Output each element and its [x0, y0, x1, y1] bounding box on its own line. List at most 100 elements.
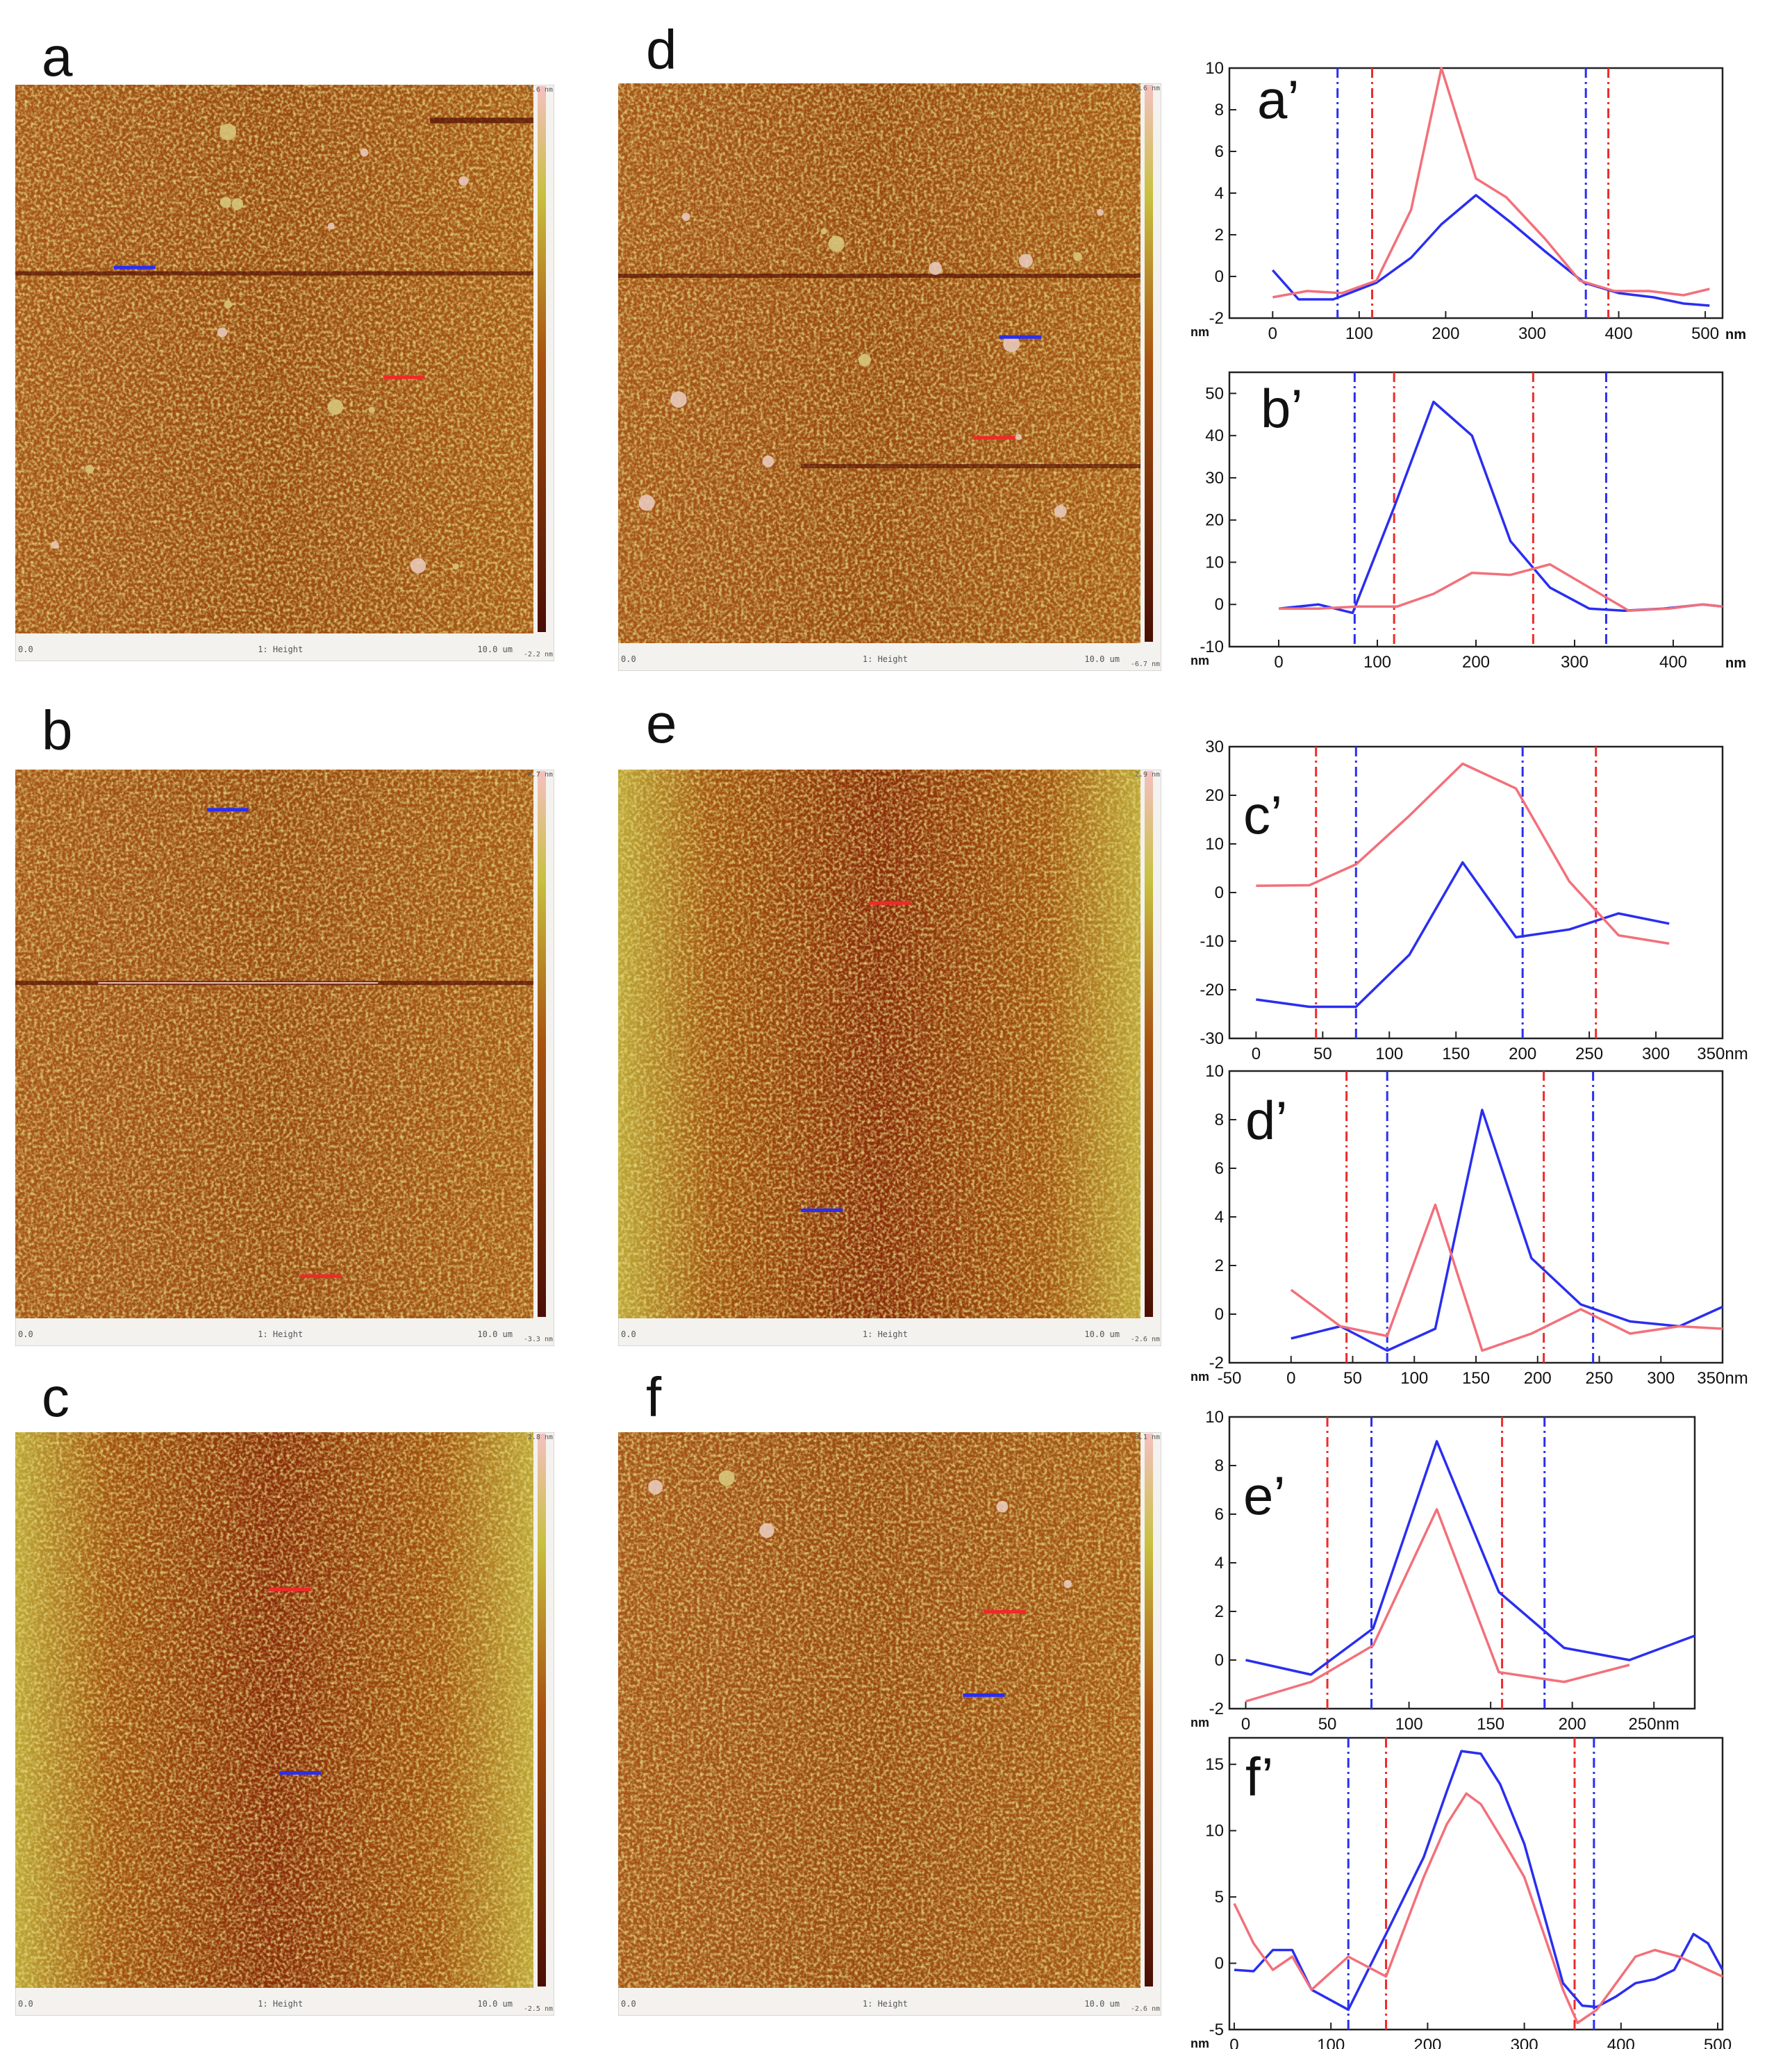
profile-marker-red: [984, 1610, 1026, 1614]
y-tick-label: 8: [1215, 1457, 1224, 1475]
afm-footer: 0.0 1: Height 10.0 um: [15, 1322, 554, 1346]
x-tick-label: 200: [1559, 1715, 1586, 1734]
x-tick-label: 300: [1647, 1369, 1675, 1388]
scale-bottom-value: -2.5 nm: [523, 2005, 553, 2013]
afm-footer: 0.0 1: Height 10.0 um: [618, 647, 1161, 671]
panel-label-a: a: [42, 26, 73, 88]
x-tick-label: 300: [1561, 653, 1588, 672]
x-tick-label: 200: [1432, 324, 1459, 343]
afm-footer-right: 10.0 um: [1084, 1999, 1120, 2009]
chart-frame: [1228, 67, 1724, 320]
profile-marker-blue: [279, 1771, 322, 1775]
afm-footer: 0.0 1: Height 10.0 um: [618, 1992, 1161, 2016]
x-tick-label: 0: [1252, 1045, 1261, 1063]
y-tick-label: -10: [1200, 932, 1224, 951]
afm-image-a: 5.6 nm -2.2 nm 0.0 1: Height 10.0 um: [15, 85, 554, 661]
x-tick-label: 0: [1268, 324, 1277, 343]
profile-marker-red: [269, 1588, 311, 1591]
profile-marker-red: [383, 375, 425, 379]
x-tick-label: 150: [1442, 1045, 1470, 1063]
series-red: [1290, 1203, 1723, 1352]
profile-marker-blue: [207, 808, 249, 812]
y-tick-label: 4: [1215, 184, 1224, 203]
afm-footer-mid: 1: Height: [258, 1329, 304, 1339]
scale-top-value: 2.8 nm: [527, 1434, 553, 1441]
afm-footer-mid: 1: Height: [862, 1329, 908, 1339]
scale-top-value: 3.1 nm: [1134, 1434, 1160, 1441]
y-unit-label: nm: [1190, 2036, 1209, 2049]
y-tick-label: 6: [1215, 1505, 1224, 1524]
y-tick-label: 5: [1215, 1888, 1224, 1907]
series-red: [1256, 762, 1670, 945]
series-red: [1279, 563, 1723, 613]
y-tick-label: -2: [1209, 1700, 1224, 1718]
x-tick-label: 0: [1229, 2036, 1238, 2049]
y-tick-label: 0: [1215, 1305, 1224, 1324]
profile-marker-blue: [999, 335, 1042, 339]
chart-frame: [1228, 745, 1724, 1040]
panel-label-d: d: [646, 19, 677, 81]
afm-image-d: 8.6 nm -6.7 nm 0.0 1: Height 10.0 um: [618, 83, 1161, 671]
panel-label-e: e: [646, 692, 677, 754]
series-red: [1233, 1792, 1723, 2025]
y-tick-label: 10: [1205, 835, 1224, 854]
y-unit-label: nm: [1190, 1370, 1209, 1384]
profile-marker-red: [300, 1274, 342, 1278]
y-tick-label: -20: [1200, 981, 1224, 999]
x-tick-label: 0: [1286, 1369, 1295, 1388]
x-tick-label: 150: [1477, 1715, 1504, 1734]
afm-image-c: 2.8 nm -2.5 nm 0.0 1: Height 10.0 um: [15, 1432, 554, 2016]
afm-footer-mid: 1: Height: [862, 1999, 908, 2009]
x-tick-label: 100: [1375, 1045, 1403, 1063]
x-tick-label: -50: [1218, 1369, 1242, 1388]
y-tick-label: -2: [1209, 309, 1224, 328]
profile-chart-2: -10 0 10 20 30 40 50 0 100 200 300 400 nm nm b’: [1190, 371, 1746, 672]
x-tick-label: 100: [1363, 653, 1391, 672]
afm-footer-right: 10.0 um: [477, 645, 513, 654]
panel-label-c: c: [42, 1366, 69, 1428]
y-unit-label: nm: [1190, 654, 1209, 667]
x-tick-label: 300: [1518, 324, 1546, 343]
x-tick-label: 300: [1642, 1045, 1670, 1063]
x-tick-label: 250: [1575, 1045, 1603, 1063]
y-tick-label: 6: [1215, 1159, 1224, 1178]
y-tick-label: 0: [1215, 1955, 1224, 1973]
y-tick-label: 30: [1205, 738, 1224, 756]
afm-footer-mid: 1: Height: [258, 1999, 304, 2009]
scale-bottom-value: -2.6 nm: [1130, 1336, 1160, 1343]
chart-panel-label: e’: [1243, 1465, 1286, 1526]
profile-chart-4: -2 0 2 4 6 8 10 -50 0 50 100 150 200 250 300 350nm nm d’: [1190, 1062, 1748, 1388]
x-tick-label: 0: [1274, 653, 1283, 672]
chart-frame: [1228, 1736, 1724, 2031]
afm-footer-left: 0.0: [18, 1999, 33, 2009]
x-tick-label: 400: [1659, 653, 1687, 672]
y-tick-label: 10: [1205, 1062, 1224, 1081]
chart-frame: [1228, 1070, 1724, 1364]
series-blue: [1234, 1750, 1724, 2011]
scale-top-value: 2.9 nm: [1134, 771, 1160, 779]
y-tick-label: -5: [1209, 2021, 1224, 2039]
chart-panel-label: d’: [1245, 1090, 1288, 1151]
x-tick-label: 50: [1313, 1045, 1332, 1063]
panel-label-b: b: [42, 699, 73, 761]
afm-footer-right: 10.0 um: [477, 1999, 513, 2009]
afm-footer-right: 10.0 um: [477, 1329, 513, 1339]
scale-bottom-value: -2.6 nm: [1130, 2005, 1160, 2013]
x-tick-label: 200: [1413, 2036, 1441, 2049]
y-tick-label: 8: [1215, 1111, 1224, 1129]
x-tick-label: 400: [1605, 324, 1633, 343]
profile-marker-blue: [963, 1693, 1005, 1697]
afm-image-b: 6.7 nm -3.3 nm 0.0 1: Height 10.0 um: [15, 770, 554, 1346]
x-tick-label: 50: [1318, 1715, 1337, 1734]
y-tick-label: 2: [1215, 226, 1224, 244]
x-tick-label: 400: [1607, 2036, 1635, 2049]
scale-top-value: 5.6 nm: [527, 86, 553, 94]
scale-top-value: 8.6 nm: [1134, 85, 1160, 92]
x-tick-label: 350nm: [1697, 1369, 1748, 1388]
y-unit-label: nm: [1190, 1716, 1209, 1729]
x-tick-label: 250: [1585, 1369, 1613, 1388]
y-unit-label: nm: [1190, 325, 1209, 339]
y-tick-label: 4: [1215, 1554, 1224, 1573]
